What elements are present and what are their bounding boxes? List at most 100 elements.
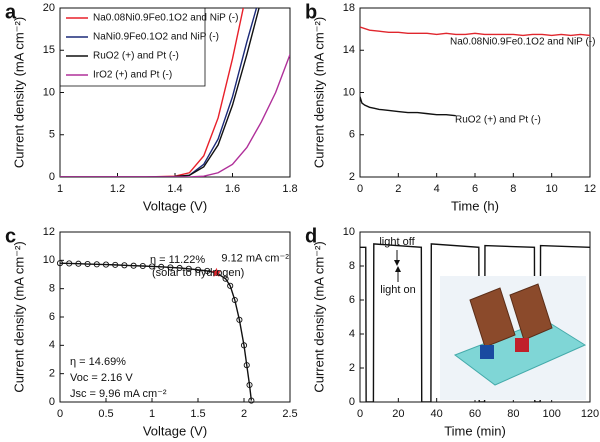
x-tick-label: 60 [469, 408, 481, 420]
data-point [240, 342, 248, 349]
x-tick-label: 1.2 [110, 183, 125, 195]
panel-label: a [5, 1, 17, 23]
y-tick-label: 12 [43, 226, 55, 238]
x-axis-label: Time (min) [444, 423, 506, 438]
y-tick-label: 10 [43, 86, 55, 98]
series-line [60, 54, 290, 177]
inset-tray [453, 319, 587, 386]
x-tick-label: 20 [392, 408, 404, 420]
legend-label: Na0.08Ni0.9Fe0.1O2 and NiP (-) [93, 13, 238, 24]
y-axis-label: Current density (mA cm⁻²) [311, 17, 326, 168]
inset-panel [509, 283, 553, 341]
inset-electrode [480, 345, 494, 359]
data-point [56, 260, 64, 267]
annotation: η = 14.69% [70, 356, 126, 368]
highlight-label: 9.12 mA cm⁻² [221, 253, 289, 265]
legend-label: IrO2 (+) and Pt (-) [93, 70, 172, 81]
y-tick-label: 2 [349, 171, 355, 183]
data-point [176, 264, 183, 272]
x-tick-label: 10 [546, 183, 558, 195]
data-point [93, 261, 100, 268]
x-tick-label: 0 [57, 408, 63, 420]
x-tick-label: 1.4 [167, 183, 182, 195]
inset-panel [469, 287, 516, 348]
data-point [236, 316, 243, 323]
series-line [360, 96, 456, 117]
arrow-head [394, 260, 400, 266]
x-tick-label: 80 [507, 408, 519, 420]
x-tick-label: 1.5 [190, 408, 205, 420]
y-tick-label: 6 [49, 311, 55, 323]
data-point [139, 262, 146, 270]
y-tick-label: 20 [43, 2, 55, 14]
y-tick-label: 14 [343, 44, 355, 56]
y-tick-label: 10 [343, 226, 355, 238]
data-point [84, 260, 91, 268]
y-tick-label: 4 [349, 328, 355, 340]
annotation: Voc = 2.16 V [70, 372, 133, 384]
data-point [194, 266, 202, 273]
data-point [112, 261, 119, 268]
y-tick-label: 8 [349, 260, 355, 272]
y-axis-label: Current density (mA cm⁻²) [311, 241, 326, 392]
y-tick-label: 6 [349, 129, 355, 141]
x-tick-label: 120 [581, 408, 599, 420]
y-tick-label: 8 [49, 283, 55, 295]
x-tick-label: 1.6 [225, 183, 240, 195]
inset-electrode [515, 338, 529, 352]
x-tick-label: 100 [542, 408, 560, 420]
y-tick-label: 0 [49, 396, 55, 408]
x-tick-label: 0 [357, 183, 363, 195]
x-tick-label: 40 [431, 408, 443, 420]
panel-label: d [305, 225, 317, 247]
series-line [60, 8, 260, 177]
x-axis-label: Voltage (V) [143, 198, 207, 213]
data-point [243, 362, 250, 369]
data-point [227, 282, 234, 289]
y-tick-label: 18 [343, 2, 355, 14]
data-point [148, 263, 156, 270]
arrow-head [395, 266, 401, 272]
data-point [75, 260, 82, 267]
annotation: light off [379, 236, 415, 248]
highlight-star [211, 267, 222, 277]
data-point [246, 381, 253, 389]
series-line [60, 262, 253, 401]
series-label: Na0.08Ni0.9Fe0.1O2 and NiP (-) [450, 37, 595, 48]
data-point [121, 262, 128, 269]
x-tick-label: 1 [149, 408, 155, 420]
x-tick-label: 2 [395, 183, 401, 195]
x-tick-label: 1.8 [282, 183, 297, 195]
annotation: Jsc = 9.96 mA cm⁻² [70, 388, 167, 400]
data-point [102, 261, 110, 268]
legend-label: RuO2 (+) and Pt (-) [93, 51, 179, 62]
data-point [66, 260, 73, 267]
annotation: (solar to hydrogen) [152, 267, 244, 279]
x-tick-label: 8 [510, 183, 516, 195]
x-tick-label: 4 [434, 183, 440, 195]
x-tick-label: 2.5 [282, 408, 297, 420]
series-line [60, 8, 258, 177]
x-axis-label: Voltage (V) [143, 423, 207, 438]
data-point [204, 267, 211, 275]
x-tick-label: 12 [584, 183, 596, 195]
y-tick-label: 10 [43, 254, 55, 266]
x-tick-label: 1 [57, 183, 63, 195]
y-tick-label: 10 [343, 86, 355, 98]
series-line [360, 243, 590, 402]
legend-box [59, 7, 206, 87]
data-point [231, 296, 238, 304]
y-tick-label: 0 [49, 171, 55, 183]
y-tick-label: 5 [49, 129, 55, 141]
panel-label: b [305, 1, 317, 23]
data-point [158, 263, 165, 270]
x-tick-label: 6 [472, 183, 478, 195]
x-tick-label: 2 [241, 408, 247, 420]
legend-label: NaNi0.9Fe0.1O2 and NiP (-) [93, 32, 219, 43]
annotation: η = 11.22% [150, 254, 205, 266]
data-point [167, 264, 174, 271]
data-point [248, 397, 255, 404]
x-tick-label: 0 [357, 408, 363, 420]
series-label: RuO2 (+) and Pt (-) [455, 115, 541, 126]
